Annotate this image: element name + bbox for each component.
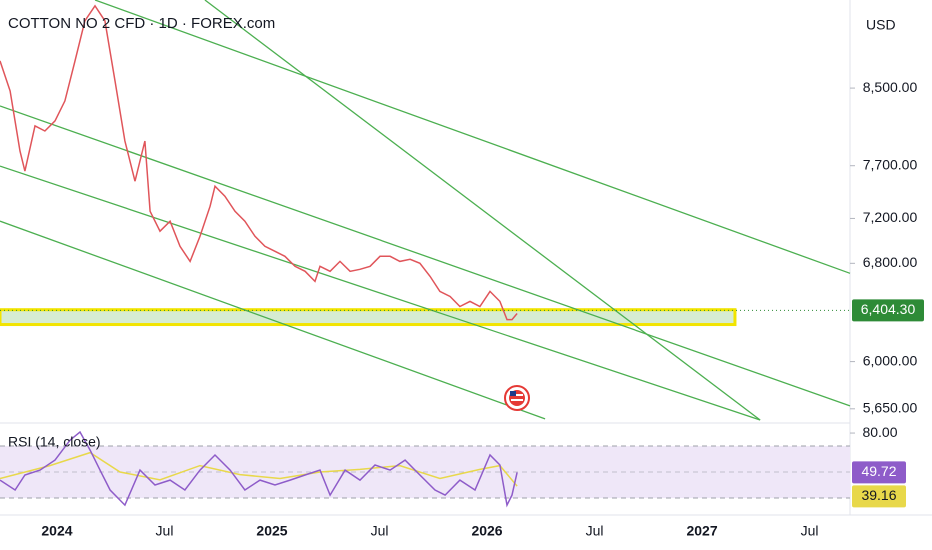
y-tick-label: 80.00 xyxy=(862,424,897,440)
x-tick-label: Jul xyxy=(801,523,819,539)
last-price-box xyxy=(852,299,924,322)
price-line xyxy=(0,4,518,321)
rsi-ma-line xyxy=(0,451,518,487)
last-price-label: 6,404.30 xyxy=(861,301,916,317)
rsi_last-box xyxy=(852,461,906,484)
y-tick-label: 6,000.00 xyxy=(863,352,918,368)
y-tick-label: 7,200.00 xyxy=(863,209,918,225)
x-tick-label: 2024 xyxy=(41,523,72,539)
x-tick-label: 2026 xyxy=(471,523,502,539)
x-tick-label: Jul xyxy=(371,523,389,539)
y-tick-label: 8,500.00 xyxy=(863,79,918,95)
x-tick-label: 2025 xyxy=(256,523,287,539)
trendline xyxy=(94,0,851,274)
ma_last-box xyxy=(852,485,906,508)
y-tick-label: 7,700.00 xyxy=(863,156,918,172)
price-line xyxy=(0,430,518,508)
rsi_last-label: 49.72 xyxy=(861,463,896,479)
y-tick-label: 6,800.00 xyxy=(863,254,918,270)
x-tick-label: Jul xyxy=(156,523,174,539)
chart-title: COTTON NO 2 CFD · 1D · FOREX.com xyxy=(8,15,275,32)
trendline xyxy=(0,165,761,421)
support-zone xyxy=(0,308,737,327)
flag-icon xyxy=(504,385,530,411)
rsi-title: RSI (14, close) xyxy=(8,434,101,450)
ma_last-label: 39.16 xyxy=(861,487,896,503)
currency: USD xyxy=(866,17,896,33)
x-tick-label: Jul xyxy=(586,523,604,539)
x-tick-label: 2027 xyxy=(686,523,717,539)
trendline xyxy=(0,220,546,420)
y-tick-label: 5,650.00 xyxy=(863,400,918,416)
trendline xyxy=(204,0,761,421)
